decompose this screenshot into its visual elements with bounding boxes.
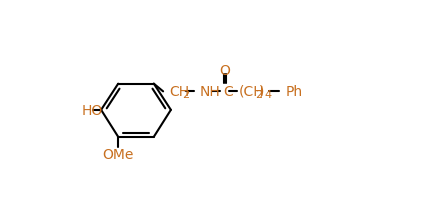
Text: NH: NH bbox=[200, 84, 220, 98]
Text: O: O bbox=[220, 63, 231, 78]
Text: Ph: Ph bbox=[285, 84, 303, 98]
Text: 4: 4 bbox=[265, 89, 272, 99]
Text: (CH: (CH bbox=[238, 84, 264, 98]
Text: OMe: OMe bbox=[103, 147, 134, 161]
Text: C: C bbox=[223, 84, 232, 98]
Text: 2: 2 bbox=[255, 89, 263, 99]
Text: ): ) bbox=[259, 84, 264, 98]
Text: HO: HO bbox=[82, 103, 103, 117]
Text: CH: CH bbox=[169, 84, 190, 98]
Text: 2: 2 bbox=[183, 89, 190, 99]
